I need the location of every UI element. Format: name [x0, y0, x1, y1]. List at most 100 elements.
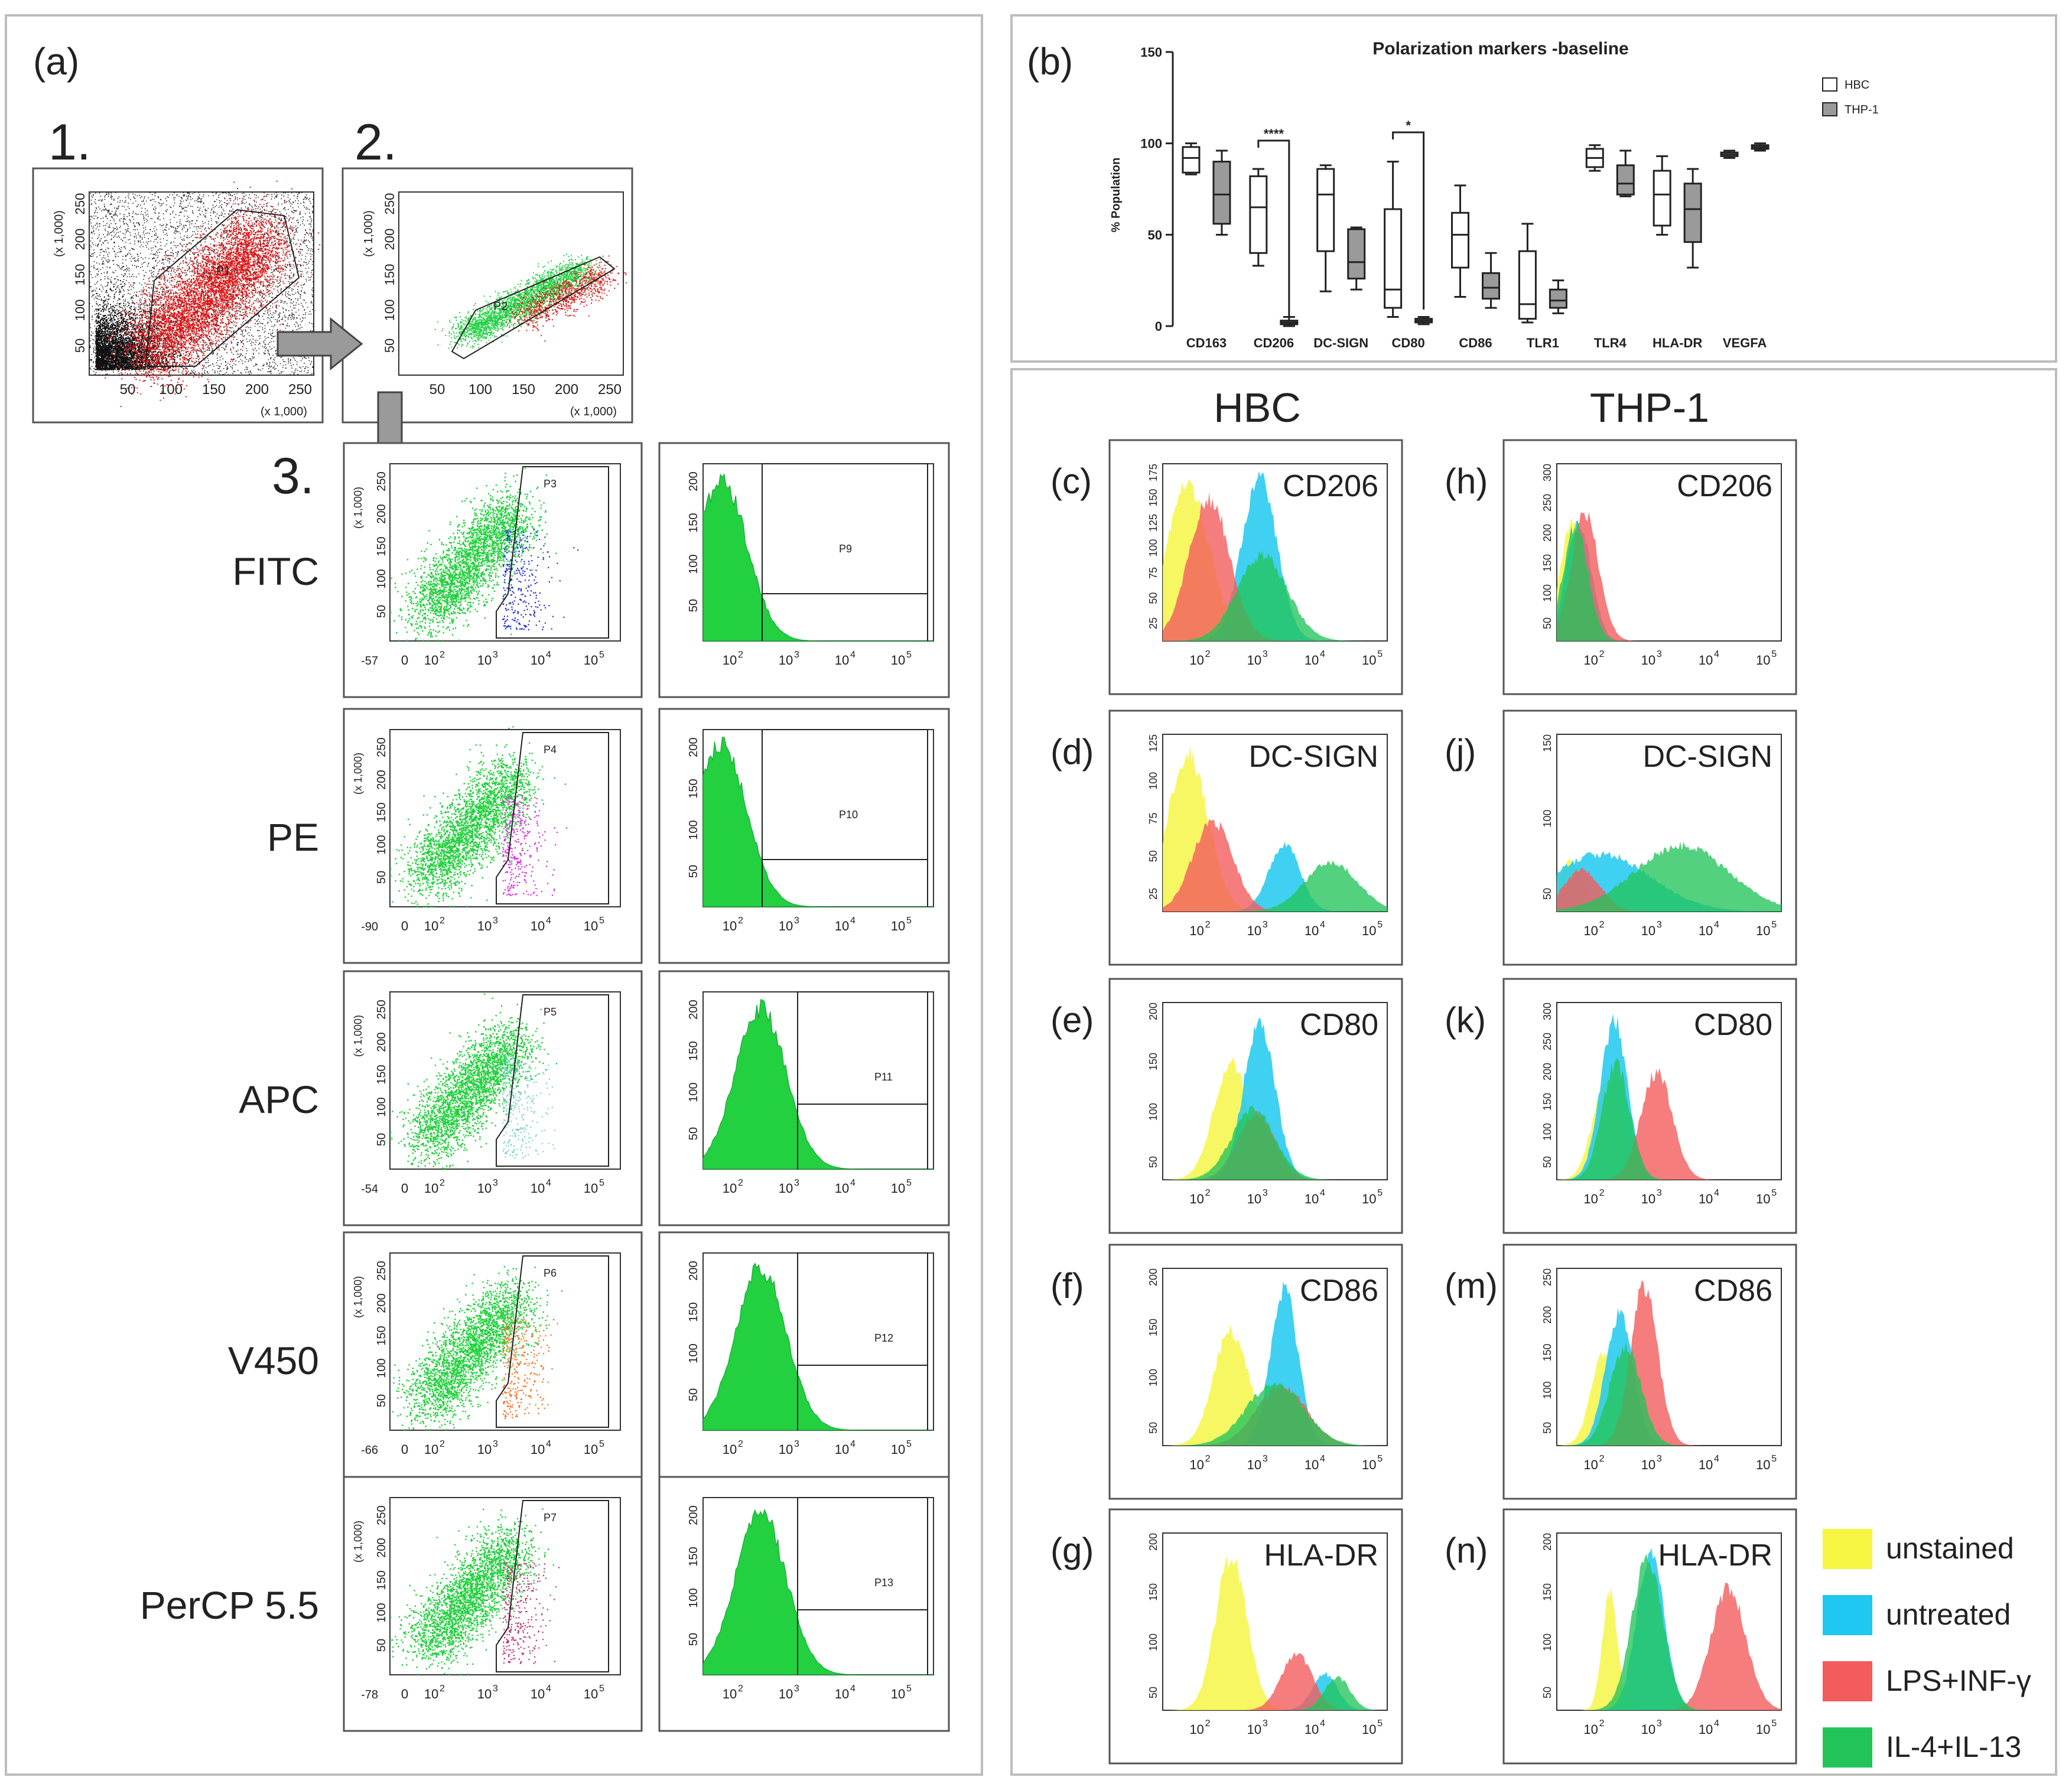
y-tick-label: 200: [375, 1032, 388, 1052]
y-tick-label: 150: [375, 1570, 388, 1590]
axis-tick-label: 10: [531, 1442, 545, 1457]
y-tick-label: 250: [73, 193, 87, 215]
axis-tick-power: 5: [1771, 1188, 1777, 1198]
channel-name: PE: [267, 815, 319, 859]
axis-tick-label: 10: [891, 1181, 905, 1196]
y-tick-label: 50: [687, 1127, 700, 1140]
panel-b-label: (b): [1027, 40, 1073, 83]
legend-label: THP-1: [1845, 103, 1879, 116]
axis-tick-label: 10: [835, 1181, 849, 1196]
negative-events: [390, 726, 567, 907]
axis-tick-label: 10: [1189, 1722, 1203, 1737]
scatter-area: [389, 991, 621, 1170]
box-body: [1249, 175, 1268, 254]
axis-tick-power: 5: [906, 1178, 912, 1188]
histogram-fill: [702, 1508, 933, 1675]
category-label: CD206: [1254, 336, 1294, 350]
histogram-lps: [1163, 819, 1387, 912]
y-tick-label: 50: [687, 865, 700, 878]
axis-tick-power: 3: [1263, 920, 1268, 930]
axis-tick-label: 10: [477, 1181, 492, 1196]
box-HBC-CD86: [1451, 184, 1469, 298]
y-tick-label: 200: [687, 1261, 700, 1280]
axis-tick-label: 10: [424, 1181, 438, 1196]
x-tick-label: 100: [469, 382, 492, 398]
y-tick-label: 250: [375, 737, 388, 757]
histogram-gate-outline: [762, 729, 928, 907]
legend-swatch-3: [1823, 1727, 1872, 1768]
legend-swatch-0: [1823, 1529, 1872, 1569]
axis-tick-power: 3: [1657, 1188, 1662, 1198]
box-body: [1316, 168, 1335, 252]
box-body: [1182, 146, 1201, 174]
axis-tick-power: 2: [440, 1439, 445, 1449]
scatter-area: [389, 1252, 621, 1431]
axis-tick-power: 3: [794, 1178, 799, 1188]
axis-tick-power: 5: [906, 650, 912, 660]
scatter-frame: [343, 708, 643, 964]
y-tick-label: 100: [1147, 539, 1159, 556]
panel-label: (f): [1050, 1266, 1084, 1306]
step-3-label: 3.: [272, 448, 314, 505]
axis-tick-label: 10: [477, 919, 492, 933]
x-tick-label: 50: [120, 382, 136, 398]
scale-note: (x 1,000): [352, 1521, 364, 1563]
axis-tick-power: 3: [1263, 1454, 1268, 1464]
axis-tick-label: 10: [1362, 1457, 1376, 1472]
axis-tick-label: 10: [1641, 1457, 1655, 1472]
histogram-lps: [1163, 1652, 1387, 1710]
axis-tick-power: 4: [850, 650, 856, 660]
category-label: CD163: [1186, 336, 1227, 350]
marker-label: CD80: [1300, 1008, 1378, 1042]
y-tick-label: 50: [687, 1388, 700, 1401]
x-tick-label: 250: [288, 382, 312, 398]
axis-tick-label: 10: [1305, 923, 1319, 938]
panel-frame: [1108, 1508, 1403, 1765]
y-tick-label: 100: [1140, 136, 1162, 151]
axis-tick-power: 5: [1377, 1454, 1383, 1464]
axis-tick-label: 10: [1362, 923, 1376, 938]
histogram-il4: [1557, 841, 1781, 912]
axis-tick-label: 10: [1247, 1457, 1261, 1472]
y-tick-label: 50: [1147, 850, 1159, 862]
p2-events: [434, 253, 612, 349]
histogram-frame: [658, 1231, 950, 1488]
y-tick-label: 50: [1541, 617, 1553, 629]
y-tick-label: 50: [375, 1133, 388, 1146]
panel-frame: [1108, 710, 1403, 966]
histogram-frame: [658, 970, 950, 1226]
axis-tick-power: 3: [493, 650, 498, 660]
scatter-gate-label: P4: [544, 744, 557, 756]
y-tick-label: 250: [375, 471, 388, 491]
panel-label: (k): [1445, 1000, 1486, 1040]
axis-tick-label: 10: [424, 653, 438, 668]
box-body: [1212, 161, 1231, 225]
axis-tick-label: 10: [1305, 1457, 1319, 1472]
y-tick-label: 100: [375, 835, 388, 854]
density-plot-2: (x 1,000) (x 1,000) 250 50 200 100 150 150 100 20…: [341, 167, 633, 424]
axis-tick-power: 4: [1714, 920, 1719, 930]
box-HBC-TLR4: [1585, 144, 1604, 172]
y-tick-label: 150: [1147, 1319, 1159, 1336]
scale-note: (x 1,000): [352, 487, 364, 529]
scale-note: (x 1,000): [352, 1276, 364, 1318]
histogram-gate-label: P13: [874, 1577, 893, 1589]
scatter-area: [389, 463, 621, 642]
axis-tick-power: 5: [906, 1684, 912, 1694]
axis-tick-power: 2: [1205, 1454, 1211, 1464]
scale-note: (x 1,000): [362, 210, 375, 257]
y-tick-label: 200: [1541, 524, 1553, 542]
marker-label: DC-SIGN: [1248, 740, 1378, 774]
axis-tick-power: 4: [1320, 1188, 1325, 1198]
y-tick-label: 150: [687, 1302, 700, 1322]
axis-tick-label: 10: [424, 1687, 438, 1701]
box-body: [1653, 170, 1671, 227]
y-tick-label: 100: [1147, 772, 1159, 790]
legend-label: HBC: [1845, 79, 1869, 92]
histogram-il4: [1557, 1554, 1781, 1710]
axis-tick-label: 10: [779, 653, 793, 668]
axis-tick-label: 10: [779, 1687, 793, 1701]
histogram-gate-label: P12: [874, 1332, 893, 1344]
